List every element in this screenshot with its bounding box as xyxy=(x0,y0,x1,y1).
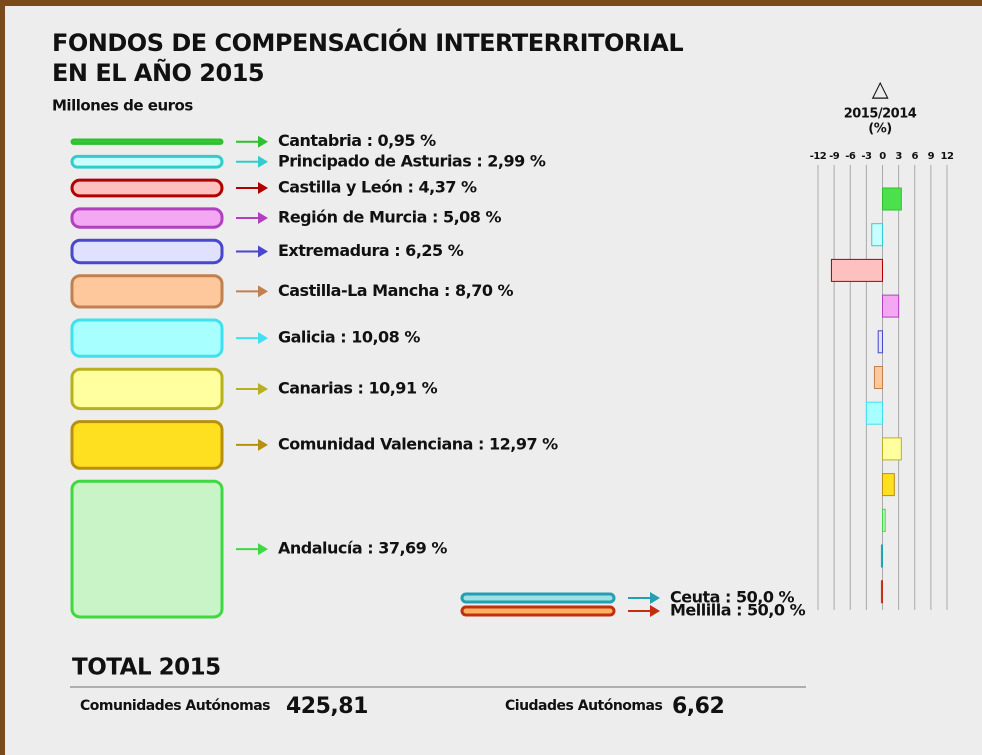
region-box xyxy=(70,207,224,229)
change-bar xyxy=(882,294,900,318)
region-label: Castilla-La Mancha : 8,70 % xyxy=(278,281,514,300)
change-bar xyxy=(871,223,883,247)
total-label: Ciudades Autónomas xyxy=(505,698,662,714)
x-tick-label: -12 xyxy=(810,151,827,162)
region-box xyxy=(460,605,616,617)
region-box xyxy=(70,367,224,411)
region-box xyxy=(70,154,224,169)
arrow-head xyxy=(258,285,268,298)
arrow-head xyxy=(258,182,268,195)
x-tick-label: -3 xyxy=(861,151,872,162)
change-bar xyxy=(882,473,895,497)
mini-title: 2015/2014 xyxy=(844,107,917,122)
region-label: Castilla y León : 4,37 % xyxy=(278,178,477,197)
region-box xyxy=(460,592,616,604)
change-bar xyxy=(877,330,884,354)
region-label: Canarias : 10,91 % xyxy=(278,378,438,397)
region-label: Principado de Asturias : 2,99 % xyxy=(278,151,546,170)
region-box xyxy=(70,420,224,470)
region-box xyxy=(70,274,224,309)
change-bar xyxy=(880,544,883,568)
total-label: Comunidades Autónomas xyxy=(80,698,270,714)
total-value: 6,62 xyxy=(672,694,724,719)
total-title: TOTAL 2015 xyxy=(72,655,221,681)
region-label: Cantabria : 0,95 % xyxy=(278,131,436,150)
arrow-head xyxy=(650,605,660,617)
x-tick-label: 9 xyxy=(928,151,935,162)
x-tick-label: 12 xyxy=(941,151,954,162)
arrow-head xyxy=(258,382,268,395)
change-bar xyxy=(882,508,886,532)
region-box xyxy=(70,238,224,265)
region-label: Andalucía : 37,69 % xyxy=(278,539,447,558)
region-label: Extremadura : 6,25 % xyxy=(278,241,464,260)
region-box xyxy=(70,138,224,145)
region-label: Mellilla : 50,0 % xyxy=(670,601,806,620)
arrow-head xyxy=(258,135,268,148)
region-label: Ceuta : 50,0 % xyxy=(670,588,795,607)
change-bar xyxy=(880,580,883,604)
arrow-head xyxy=(258,438,268,451)
change-bar xyxy=(873,366,883,389)
x-tick-label: 3 xyxy=(895,151,902,162)
region-label: Región de Murcia : 5,08 % xyxy=(278,208,501,227)
change-bar xyxy=(865,401,883,425)
subtitle: Millones de euros xyxy=(52,97,193,115)
arrow-head xyxy=(650,592,660,604)
total-value: 425,81 xyxy=(286,694,368,719)
change-bar xyxy=(882,187,902,211)
region-label: Comunidad Valenciana : 12,97 % xyxy=(278,434,558,453)
x-tick-label: -6 xyxy=(845,151,856,162)
x-tick-label: 6 xyxy=(912,151,919,162)
title: FONDOS DE COMPENSACIÓN INTERTERRITORIAL xyxy=(52,27,683,57)
region-box xyxy=(70,318,224,358)
arrow-head xyxy=(258,155,268,168)
region-label: Galicia : 10,08 % xyxy=(278,328,420,347)
mini-subtitle: (%) xyxy=(868,122,891,137)
delta-symbol: △ xyxy=(872,77,889,102)
arrow-head xyxy=(258,245,268,258)
arrow-head xyxy=(258,212,268,225)
arrow-head xyxy=(258,543,268,556)
title: EN EL AÑO 2015 xyxy=(52,58,264,87)
region-box xyxy=(70,178,224,198)
change-bar xyxy=(882,437,902,461)
x-tick-label: 0 xyxy=(879,151,886,162)
x-tick-label: -9 xyxy=(829,151,840,162)
arrow-head xyxy=(258,332,268,345)
change-bar xyxy=(830,258,883,282)
region-box xyxy=(70,479,224,619)
